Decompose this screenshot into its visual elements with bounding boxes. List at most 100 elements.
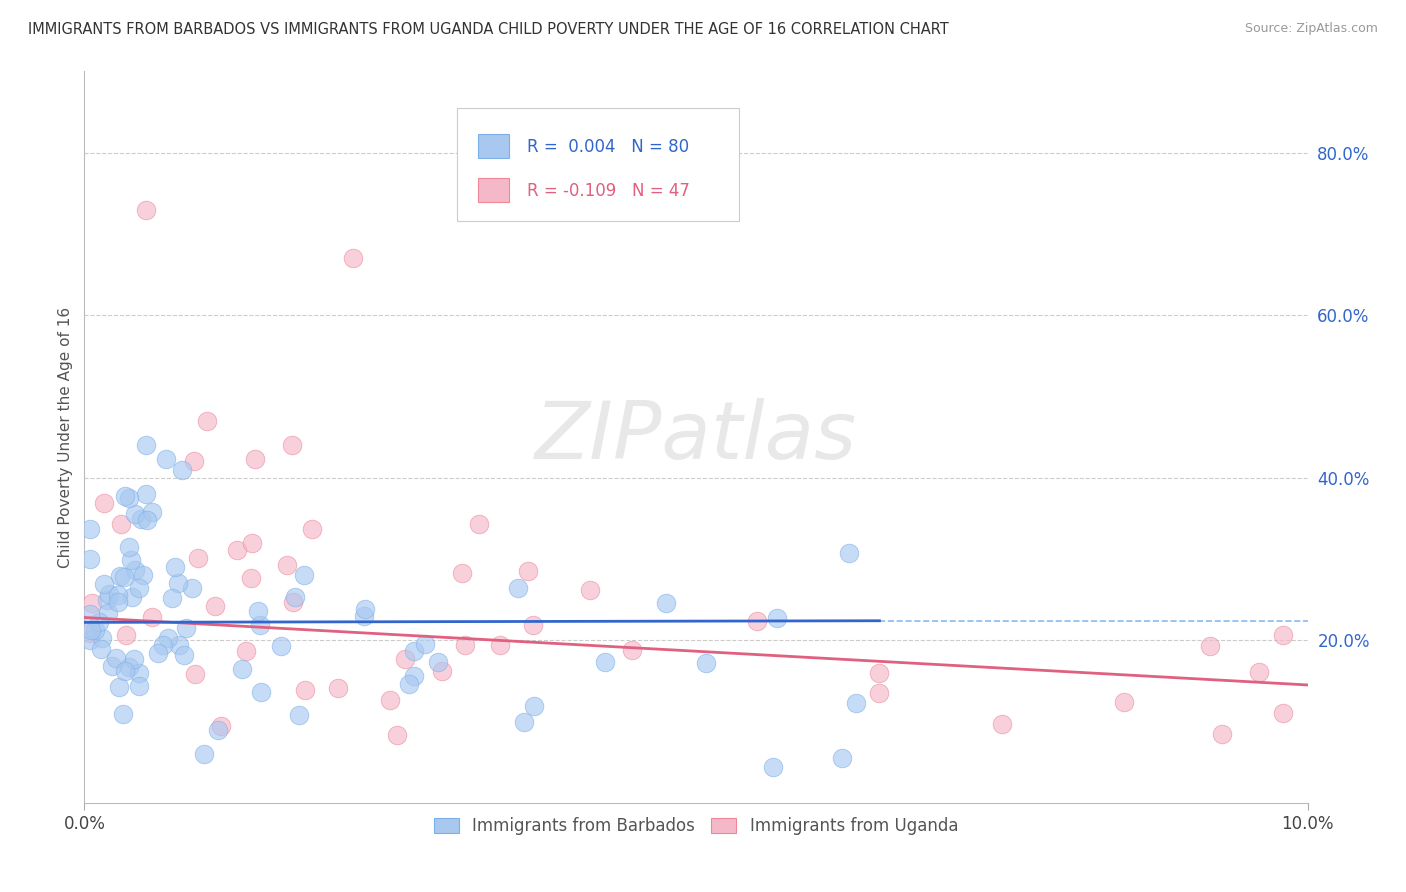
Point	[284, 590, 307, 604]
Point	[96, 592, 118, 607]
Point	[135, 438, 157, 452]
Point	[115, 628, 138, 642]
Point	[101, 658, 124, 673]
Point	[831, 751, 853, 765]
Point	[87, 615, 110, 630]
Point	[172, 462, 194, 476]
Point	[1272, 628, 1295, 642]
Point	[112, 707, 135, 722]
Text: ZIPatlas: ZIPatlas	[534, 398, 858, 476]
Text: R =  0.004   N = 80: R = 0.004 N = 80	[527, 137, 689, 156]
Point	[167, 638, 190, 652]
Point	[195, 414, 218, 428]
Point	[655, 596, 678, 610]
Point	[114, 489, 136, 503]
Point	[180, 582, 202, 596]
Point	[93, 496, 115, 510]
Point	[129, 512, 152, 526]
Point	[160, 591, 183, 605]
Point	[141, 505, 163, 519]
Point	[112, 570, 135, 584]
Point	[1114, 695, 1136, 709]
Point	[155, 451, 177, 466]
Point	[869, 686, 891, 700]
Point	[204, 599, 226, 614]
Point	[174, 621, 197, 635]
Point	[513, 714, 536, 729]
Point	[489, 639, 512, 653]
Legend: Immigrants from Barbados, Immigrants from Uganda: Immigrants from Barbados, Immigrants fro…	[427, 811, 965, 842]
Point	[240, 572, 263, 586]
Point	[186, 550, 208, 565]
Point	[79, 632, 101, 647]
Point	[209, 719, 232, 733]
Point	[83, 623, 105, 637]
Point	[114, 665, 136, 679]
Point	[225, 543, 247, 558]
Point	[404, 669, 426, 683]
Text: Source: ZipAtlas.com: Source: ZipAtlas.com	[1244, 22, 1378, 36]
Point	[166, 575, 188, 590]
Text: R = -0.109   N = 47: R = -0.109 N = 47	[527, 182, 690, 200]
Point	[468, 516, 491, 531]
Point	[110, 517, 132, 532]
Point	[301, 522, 323, 536]
Point	[1198, 640, 1220, 654]
Point	[380, 693, 402, 707]
Point	[354, 601, 377, 615]
Point	[135, 487, 157, 501]
Point	[621, 643, 644, 657]
Point	[845, 696, 868, 710]
Point	[148, 646, 170, 660]
Point	[207, 723, 229, 737]
Point	[152, 638, 174, 652]
Point	[454, 638, 477, 652]
Point	[869, 665, 891, 680]
Point	[281, 438, 304, 452]
Point	[108, 569, 131, 583]
Point	[1272, 706, 1295, 721]
Point	[135, 202, 157, 217]
Point	[79, 551, 101, 566]
FancyBboxPatch shape	[457, 108, 738, 221]
Point	[82, 596, 104, 610]
Text: IMMIGRANTS FROM BARBADOS VS IMMIGRANTS FROM UGANDA CHILD POVERTY UNDER THE AGE O: IMMIGRANTS FROM BARBADOS VS IMMIGRANTS F…	[28, 22, 949, 37]
Point	[240, 536, 263, 550]
Point	[128, 581, 150, 595]
Point	[287, 708, 309, 723]
Point	[135, 513, 157, 527]
Point	[398, 677, 420, 691]
Point	[79, 626, 101, 640]
Point	[124, 563, 146, 577]
Point	[98, 586, 121, 600]
Point	[747, 614, 769, 628]
Point	[79, 607, 101, 622]
Point	[522, 617, 544, 632]
Point	[508, 581, 530, 595]
Point	[579, 582, 602, 597]
Point	[117, 660, 139, 674]
Point	[328, 681, 350, 695]
Point	[107, 588, 129, 602]
Point	[90, 642, 112, 657]
Point	[695, 656, 717, 670]
Point	[385, 728, 408, 742]
Point	[426, 655, 449, 669]
Point	[231, 662, 253, 676]
Point	[124, 507, 146, 521]
Point	[283, 595, 305, 609]
Point	[394, 651, 416, 665]
Point	[247, 604, 270, 618]
Point	[235, 644, 257, 658]
Point	[249, 618, 271, 632]
Point	[107, 680, 129, 694]
Point	[430, 664, 453, 678]
Point	[105, 650, 128, 665]
Point	[93, 577, 115, 591]
Point	[522, 699, 544, 714]
Point	[165, 559, 187, 574]
Bar	[478, 178, 509, 202]
Point	[156, 631, 179, 645]
Point	[595, 655, 617, 669]
Point	[1211, 727, 1233, 741]
